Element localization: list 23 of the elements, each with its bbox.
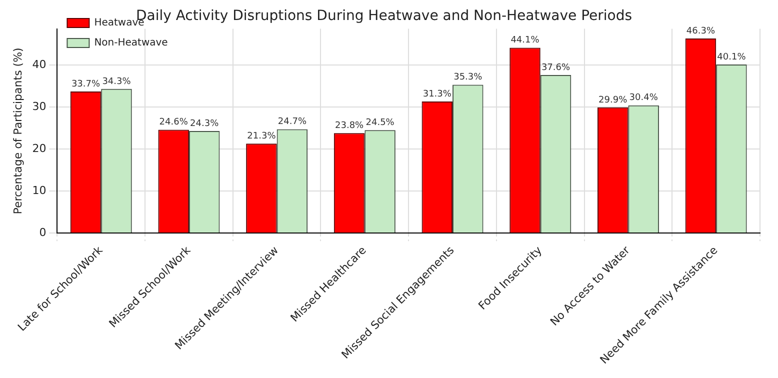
y-tick-label: 10 <box>32 184 46 197</box>
legend-label: Non-Heatwave <box>94 38 168 49</box>
data-label: 46.3% <box>686 26 716 36</box>
data-label: 37.6% <box>541 62 570 73</box>
data-label: 40.1% <box>717 52 746 62</box>
data-label: 34.3% <box>102 76 132 87</box>
data-label: 35.3% <box>454 72 483 83</box>
data-label: 31.3% <box>422 89 452 100</box>
y-tick-label: 40 <box>32 58 46 71</box>
y-tick-label: 30 <box>32 100 46 113</box>
data-label: 24.5% <box>366 118 395 128</box>
y-tick-label: 20 <box>32 142 46 155</box>
data-label: 24.6% <box>159 118 188 128</box>
data-label: 30.4% <box>629 93 658 104</box>
data-label: 29.9% <box>598 95 628 106</box>
y-axis-title: Percentage of Participants (%) <box>11 48 24 214</box>
data-label: 24.7% <box>278 117 307 128</box>
data-label: 44.1% <box>510 36 540 46</box>
data-label: 33.7% <box>71 79 100 90</box>
y-tick-label: 0 <box>39 226 46 240</box>
data-label: 21.3% <box>247 131 276 142</box>
data-label: 23.8% <box>335 120 364 131</box>
data-label: 24.3% <box>190 118 220 129</box>
